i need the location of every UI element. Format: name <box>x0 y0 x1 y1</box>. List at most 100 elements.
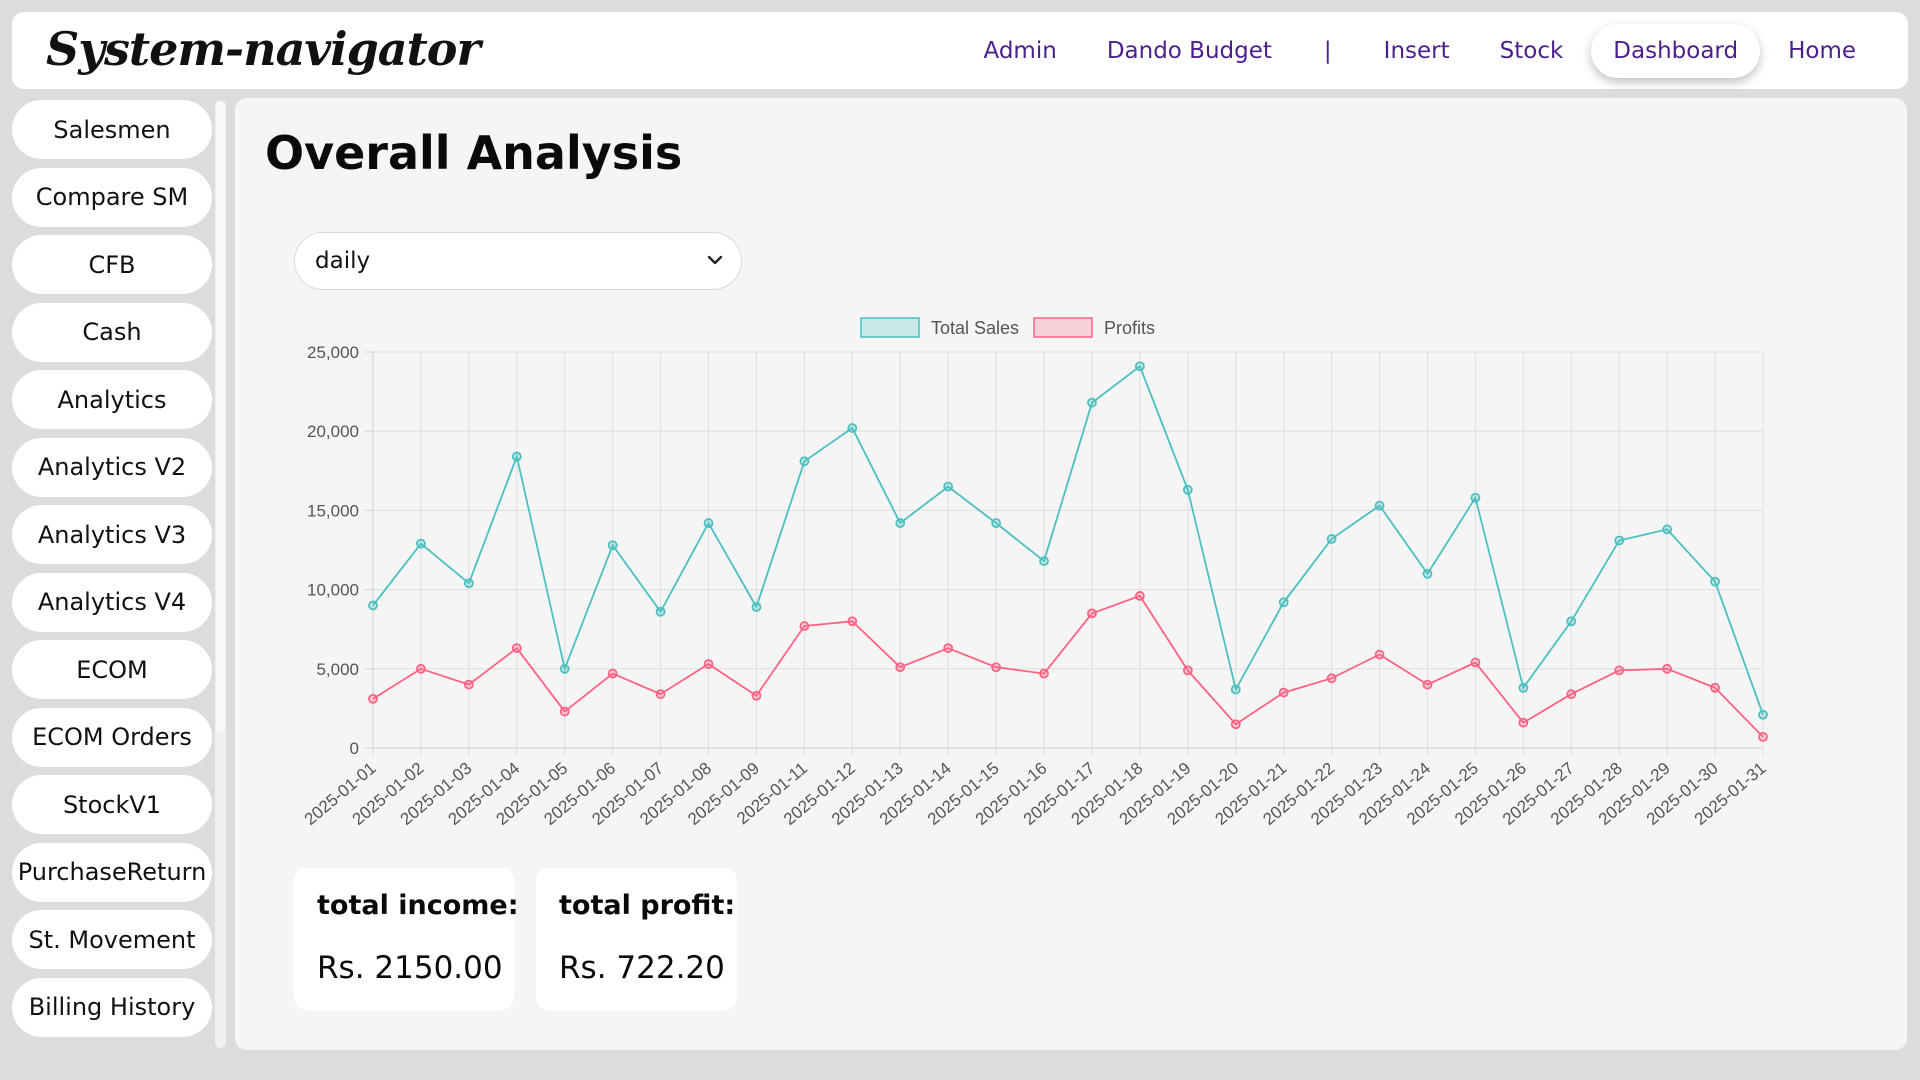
sidebar-scrollbar[interactable] <box>215 100 226 1048</box>
data-point <box>847 616 858 627</box>
data-point <box>991 662 1002 673</box>
data-point <box>1182 665 1193 676</box>
sidebar-item-purchase-return[interactable]: PurchaseReturn <box>12 842 212 902</box>
sidebar-item-compare-sm[interactable]: Compare SM <box>12 167 212 227</box>
data-point <box>1758 732 1768 742</box>
nav-admin[interactable]: Admin <box>983 37 1057 64</box>
total-income-card: total income: Rs. 2150.00 <box>294 868 519 1010</box>
data-point <box>1230 719 1241 730</box>
y-tick-label: 10,000 <box>307 581 359 600</box>
y-tick-label: 15,000 <box>307 501 359 520</box>
nav-dando-budget[interactable]: Dando Budget <box>1106 37 1272 64</box>
data-point <box>895 662 906 673</box>
data-point <box>1422 679 1433 690</box>
data-point <box>943 643 954 654</box>
data-point <box>1326 534 1337 544</box>
total-income-value: Rs. 2150.00 <box>317 950 503 986</box>
sidebar-item-analytics-v4[interactable]: Analytics V4 <box>12 572 212 632</box>
data-point <box>1518 682 1529 693</box>
total-profit-value: Rs. 722.20 <box>559 950 725 986</box>
data-point <box>1614 535 1625 546</box>
sidebar-item-ecom-orders[interactable]: ECOM Orders <box>12 707 212 767</box>
top-navbar: System-navigator Admin Dando Budget | In… <box>12 12 1908 89</box>
data-point <box>1134 591 1145 601</box>
sidebar-item-cfb[interactable]: CFB <box>12 235 212 294</box>
chevron-down-icon <box>707 255 723 265</box>
data-point <box>1278 597 1289 608</box>
data-point <box>1566 616 1577 627</box>
data-point <box>703 518 714 528</box>
data-point <box>943 481 954 492</box>
data-point <box>751 690 762 701</box>
data-point <box>991 518 1002 528</box>
data-point <box>799 621 810 631</box>
sidebar: Salesmen Compare SM CFB Cash Analytics A… <box>12 100 226 1048</box>
series-line-total-sales <box>372 364 1764 716</box>
data-point <box>703 659 714 669</box>
sidebar-item-analytics[interactable]: Analytics <box>12 370 212 429</box>
nav-stock[interactable]: Stock <box>1499 37 1564 64</box>
legend-swatch <box>860 317 920 338</box>
data-point <box>1710 682 1720 693</box>
total-profit-label: total profit: <box>559 890 736 921</box>
data-point <box>1710 576 1720 587</box>
data-point <box>655 606 666 617</box>
y-tick-label: 0 <box>350 739 359 758</box>
data-point <box>1087 397 1097 408</box>
data-point <box>1566 689 1577 700</box>
data-point <box>1134 361 1145 372</box>
data-point <box>607 668 618 679</box>
data-point <box>1470 657 1481 668</box>
chart-svg: 05,00010,00015,00020,00025,0002025-01-01… <box>301 317 1770 829</box>
legend-label: Total Sales <box>931 318 1019 338</box>
sidebar-item-ecom[interactable]: ECOM <box>12 640 212 699</box>
sidebar-item-stockv1[interactable]: StockV1 <box>12 775 212 834</box>
nav-home[interactable]: Home <box>1788 37 1856 64</box>
legend-swatch <box>1033 317 1093 338</box>
data-point <box>416 663 426 674</box>
data-point <box>895 518 906 528</box>
data-point <box>1614 665 1625 676</box>
data-point <box>607 540 618 551</box>
sales-profit-chart: 0 5,000 10,000 15,000 20,000 25,000 2025-01-01… <box>270 308 1830 948</box>
sidebar-item-cash[interactable]: Cash <box>12 302 212 362</box>
data-point <box>799 456 810 467</box>
sidebar-item-st-movement[interactable]: St. Movement <box>12 910 212 969</box>
data-point <box>368 600 378 611</box>
legend-label: Profits <box>1104 318 1155 338</box>
total-profit-card: total profit: Rs. 722.20 <box>536 868 737 1010</box>
period-select-value: daily <box>315 248 371 274</box>
data-point <box>847 423 858 433</box>
main-nav: Admin Dando Budget | Insert Stock Dashbo… <box>962 12 1879 89</box>
data-point <box>1182 484 1193 495</box>
series-line-profits <box>372 594 1764 738</box>
data-point <box>559 706 570 717</box>
data-point <box>463 578 474 589</box>
data-point <box>1374 500 1385 511</box>
sidebar-item-billing-history[interactable]: Billing History <box>12 977 212 1037</box>
nav-separator: | <box>1323 37 1332 64</box>
nav-dashboard[interactable]: Dashboard <box>1591 23 1761 78</box>
sidebar-item-salesmen[interactable]: Salesmen <box>12 100 212 159</box>
data-point <box>1662 663 1673 674</box>
y-tick-label: 20,000 <box>307 422 359 441</box>
nav-insert[interactable]: Insert <box>1383 37 1450 64</box>
data-point <box>1278 687 1289 698</box>
data-point <box>751 602 762 612</box>
data-point <box>1039 668 1049 679</box>
brand-logo[interactable]: System-navigator <box>46 22 481 76</box>
data-point <box>1326 673 1337 684</box>
sidebar-item-analytics-v2[interactable]: Analytics V2 <box>12 437 212 497</box>
main-panel: Overall Analysis daily 0 5,000 10,000 15,00… <box>235 98 1907 1050</box>
sidebar-scrollbar-thumb[interactable] <box>216 102 225 732</box>
data-point <box>1422 568 1433 579</box>
data-point <box>416 538 426 549</box>
total-income-label: total income: <box>317 890 519 921</box>
data-point <box>511 643 522 654</box>
sidebar-item-analytics-v3[interactable]: Analytics V3 <box>12 505 212 564</box>
data-point <box>1230 684 1241 695</box>
data-point <box>463 679 474 690</box>
period-select[interactable]: daily <box>294 232 742 290</box>
data-point <box>511 451 522 462</box>
data-point <box>1374 649 1385 660</box>
